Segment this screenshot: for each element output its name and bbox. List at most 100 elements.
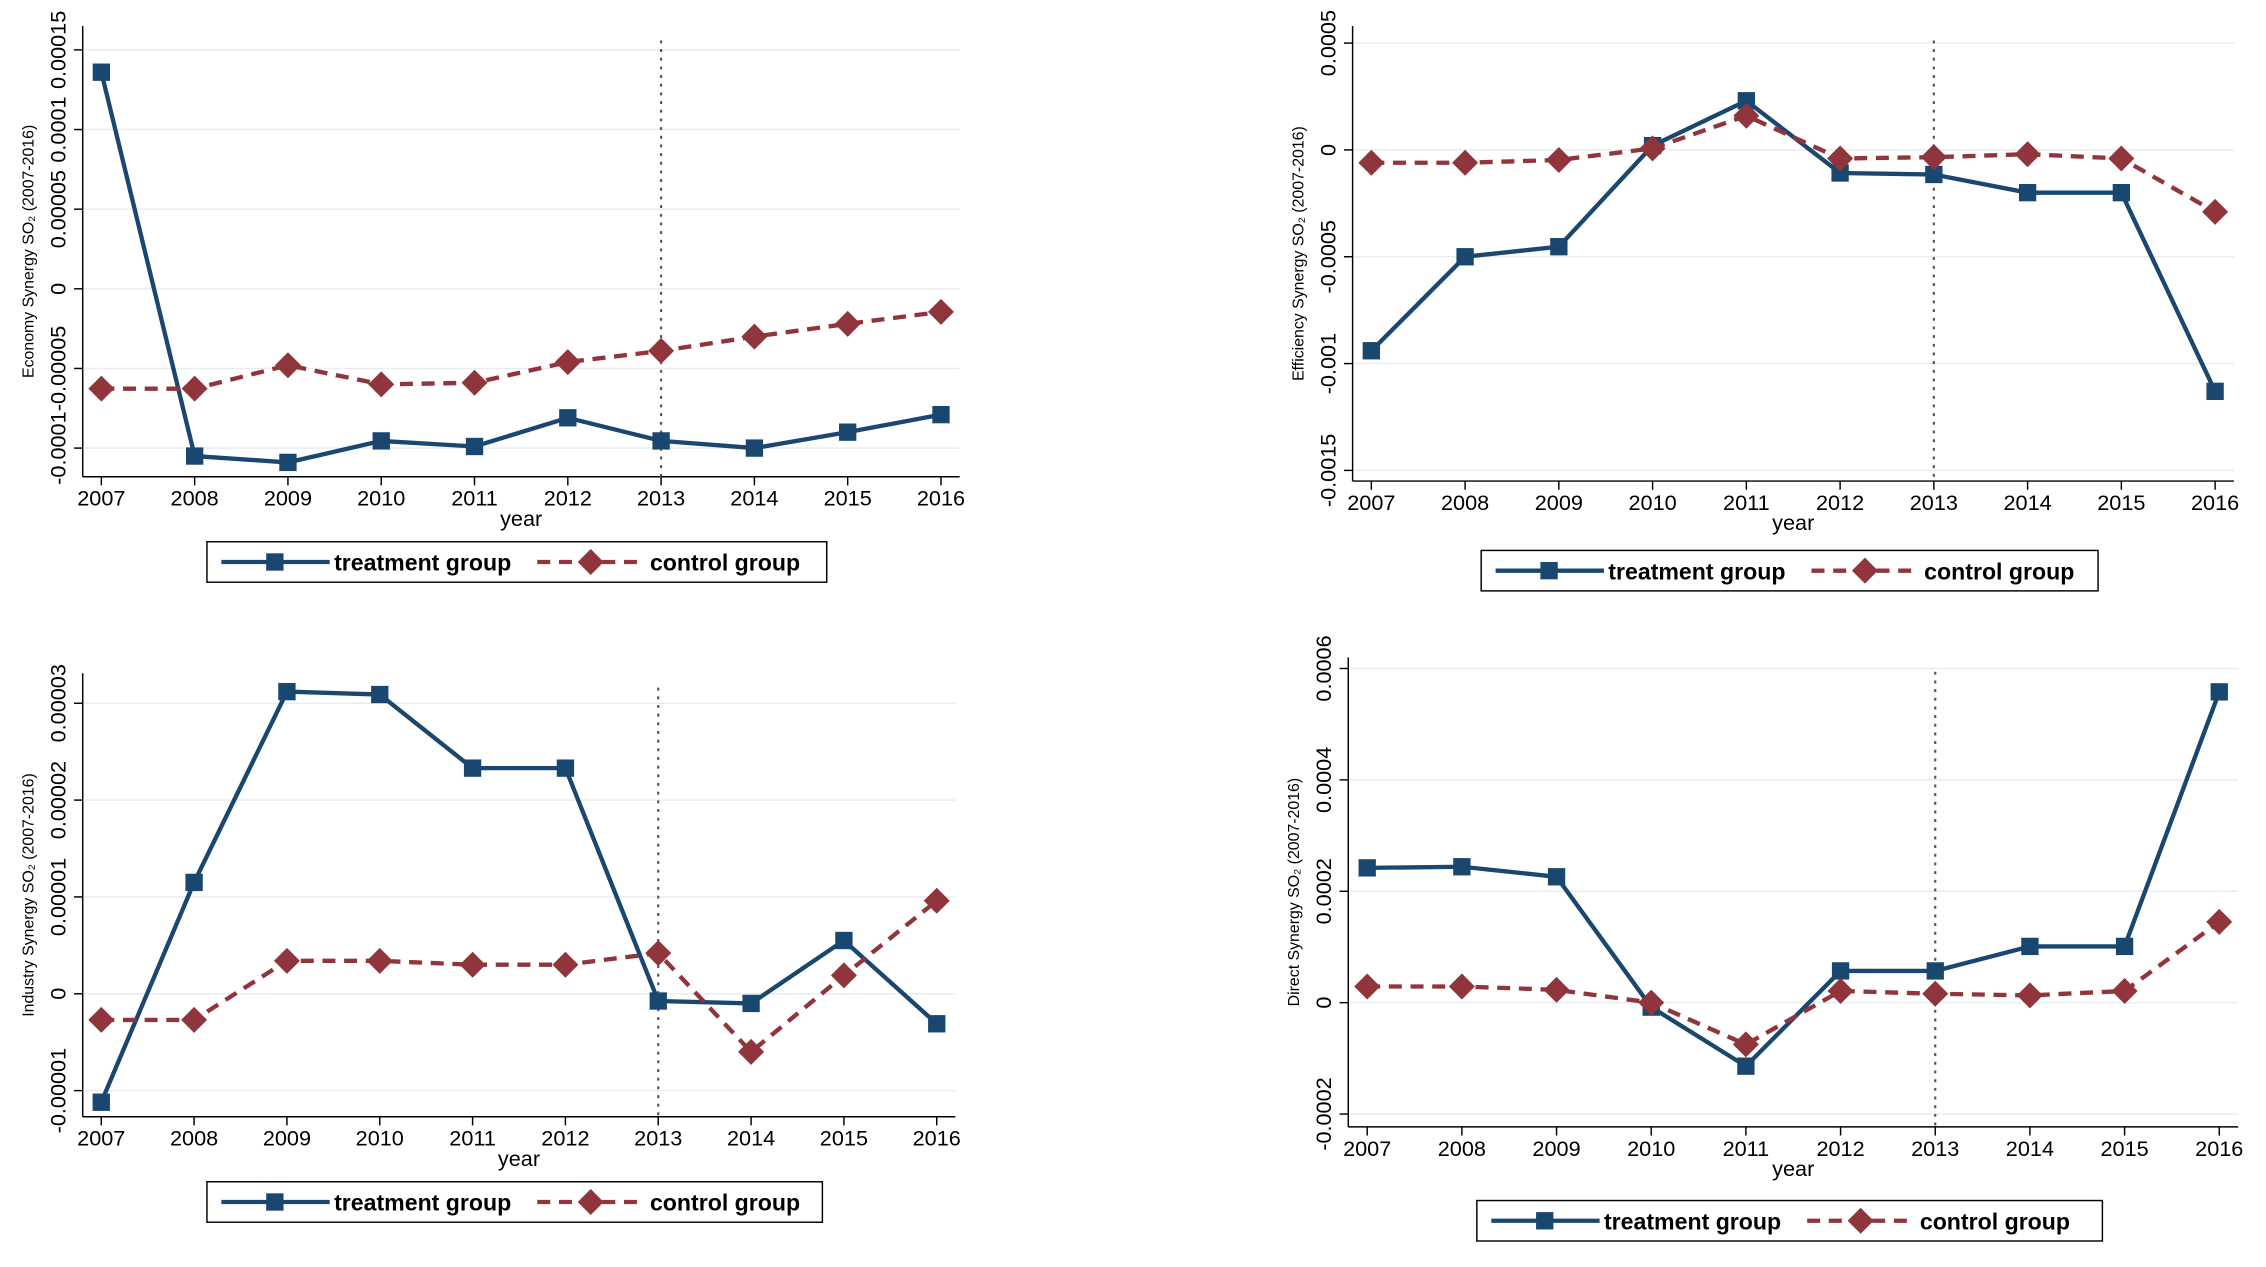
x-tick-label: 2008: [171, 486, 219, 511]
y-tick-label: 0.0002: [1311, 858, 1336, 924]
y-tick-label: 0.00001: [45, 858, 70, 936]
marker-square: [465, 437, 484, 456]
marker-diamond: [459, 951, 486, 978]
marker-diamond: [1638, 989, 1665, 1016]
x-tick-label: 2007: [1343, 1136, 1391, 1161]
marker-diamond: [1733, 102, 1760, 129]
x-tick-label: 2010: [356, 1126, 404, 1151]
x-tick-label: 2007: [1347, 490, 1395, 515]
x-axis-title: year: [1772, 510, 1814, 535]
marker-square: [371, 685, 389, 704]
legend: treatment group control group: [221, 1188, 800, 1216]
x-tick-label: 2015: [820, 1126, 868, 1151]
marker-diamond: [1732, 1031, 1759, 1058]
marker-diamond: [1545, 146, 1572, 173]
marker-diamond: [1354, 973, 1381, 1000]
legend-label: treatment group: [334, 1190, 511, 1216]
marker-diamond: [2111, 977, 2138, 1004]
legend-label: treatment group: [1608, 558, 1785, 584]
series-line: [101, 899, 939, 1055]
x-tick-label: 2016: [917, 486, 965, 511]
legend-label: control group: [1920, 1208, 2070, 1234]
y-tick-label: 0.00002: [45, 761, 70, 839]
x-tick-label: 2012: [1816, 1136, 1864, 1161]
marker-diamond: [1922, 980, 1949, 1007]
legend-label: control group: [650, 1190, 800, 1216]
marker-diamond: [2202, 198, 2229, 225]
x-tick-label: 2009: [1535, 490, 1583, 515]
marker-diamond: [2108, 145, 2135, 172]
legend-label: control group: [650, 550, 800, 576]
y-tick-label: 0.0001: [45, 96, 70, 162]
y-axis-title: Industry Synergy SO₂ (2007-2016): [21, 773, 38, 1017]
marker-diamond: [554, 349, 581, 376]
y-tick-label: 0: [45, 988, 70, 1000]
x-tick-label: 2009: [264, 486, 312, 511]
x-tick-label: 2010: [1627, 1136, 1675, 1161]
marker-square: [1737, 92, 1756, 110]
marker-square: [652, 432, 670, 450]
x-tick-label: 2015: [2100, 1136, 2148, 1161]
marker-diamond: [88, 375, 115, 402]
marker-square: [742, 994, 760, 1013]
y-tick-label: 0.0005: [1315, 10, 1340, 76]
marker-square: [278, 682, 296, 701]
marker-diamond: [552, 951, 579, 978]
panel: -0.00001 0 0.00001 0.00002 0.00003 2007 2008 20…: [21, 664, 961, 1223]
y-tick-label: -0.0015: [1315, 434, 1340, 507]
marker-square: [928, 1015, 946, 1033]
marker-diamond: [88, 1006, 115, 1033]
marker-diamond: [830, 962, 857, 989]
marker-diamond: [577, 1188, 604, 1215]
series-line: [1367, 920, 2221, 1047]
y-tick-label: -0.0002: [1311, 1077, 1336, 1150]
marker-diamond: [741, 323, 768, 350]
x-tick-label: 2009: [1532, 1136, 1580, 1161]
marker-square: [2115, 937, 2134, 956]
marker-square: [1547, 868, 1566, 886]
y-tick-label: -0.001: [1315, 333, 1340, 394]
x-tick-label: 2008: [1441, 490, 1489, 515]
x-tick-label: 2008: [170, 1126, 218, 1151]
x-axis-title: year: [498, 1146, 540, 1171]
x-tick-label: 2013: [1910, 490, 1958, 515]
x-axis-title: year: [1772, 1156, 1814, 1181]
y-tick-label: -0.00005: [45, 326, 70, 412]
y-tick-label: -0.0005: [1315, 220, 1340, 293]
marker-square: [185, 447, 204, 465]
marker-square: [1925, 165, 1943, 184]
y-tick-label: -0.0001: [45, 411, 70, 484]
x-tick-label: 2010: [357, 486, 405, 511]
x-tick-label: 2014: [2006, 1136, 2054, 1161]
x-tick-label: 2011: [451, 486, 498, 511]
y-axis-title: Economy Synergy SO₂ (2007-2016): [21, 125, 38, 378]
x-tick-label: 2011: [1723, 1136, 1770, 1161]
marker-diamond: [923, 887, 950, 914]
marker-square: [1362, 342, 1381, 360]
marker-square: [1358, 859, 1376, 877]
marker-square: [2021, 937, 2039, 956]
marker-square: [649, 992, 667, 1010]
series-line: [1369, 98, 2218, 393]
marker-diamond: [1920, 144, 1947, 171]
marker-square: [1926, 962, 1944, 980]
marker-diamond: [2016, 982, 2043, 1009]
marker-square: [266, 1193, 284, 1211]
marker-diamond: [1448, 973, 1475, 1000]
x-tick-label: 2008: [1438, 1136, 1486, 1161]
marker-square: [463, 759, 482, 777]
marker-diamond: [366, 947, 393, 974]
x-axis-title: year: [500, 506, 542, 531]
y-tick-label: 0.0006: [1311, 635, 1336, 701]
x-tick-label: 2012: [541, 1126, 589, 1151]
marker-square: [1536, 1212, 1554, 1230]
x-tick-label: 2012: [544, 486, 592, 511]
marker-square: [1550, 238, 1568, 256]
marker-diamond: [181, 375, 208, 402]
y-tick-label: 0: [1311, 997, 1336, 1009]
marker-square: [2018, 183, 2037, 202]
series-line: [99, 689, 939, 1104]
marker-diamond: [2206, 908, 2233, 935]
marker-square: [1540, 561, 1558, 580]
marker-square: [2112, 183, 2131, 202]
